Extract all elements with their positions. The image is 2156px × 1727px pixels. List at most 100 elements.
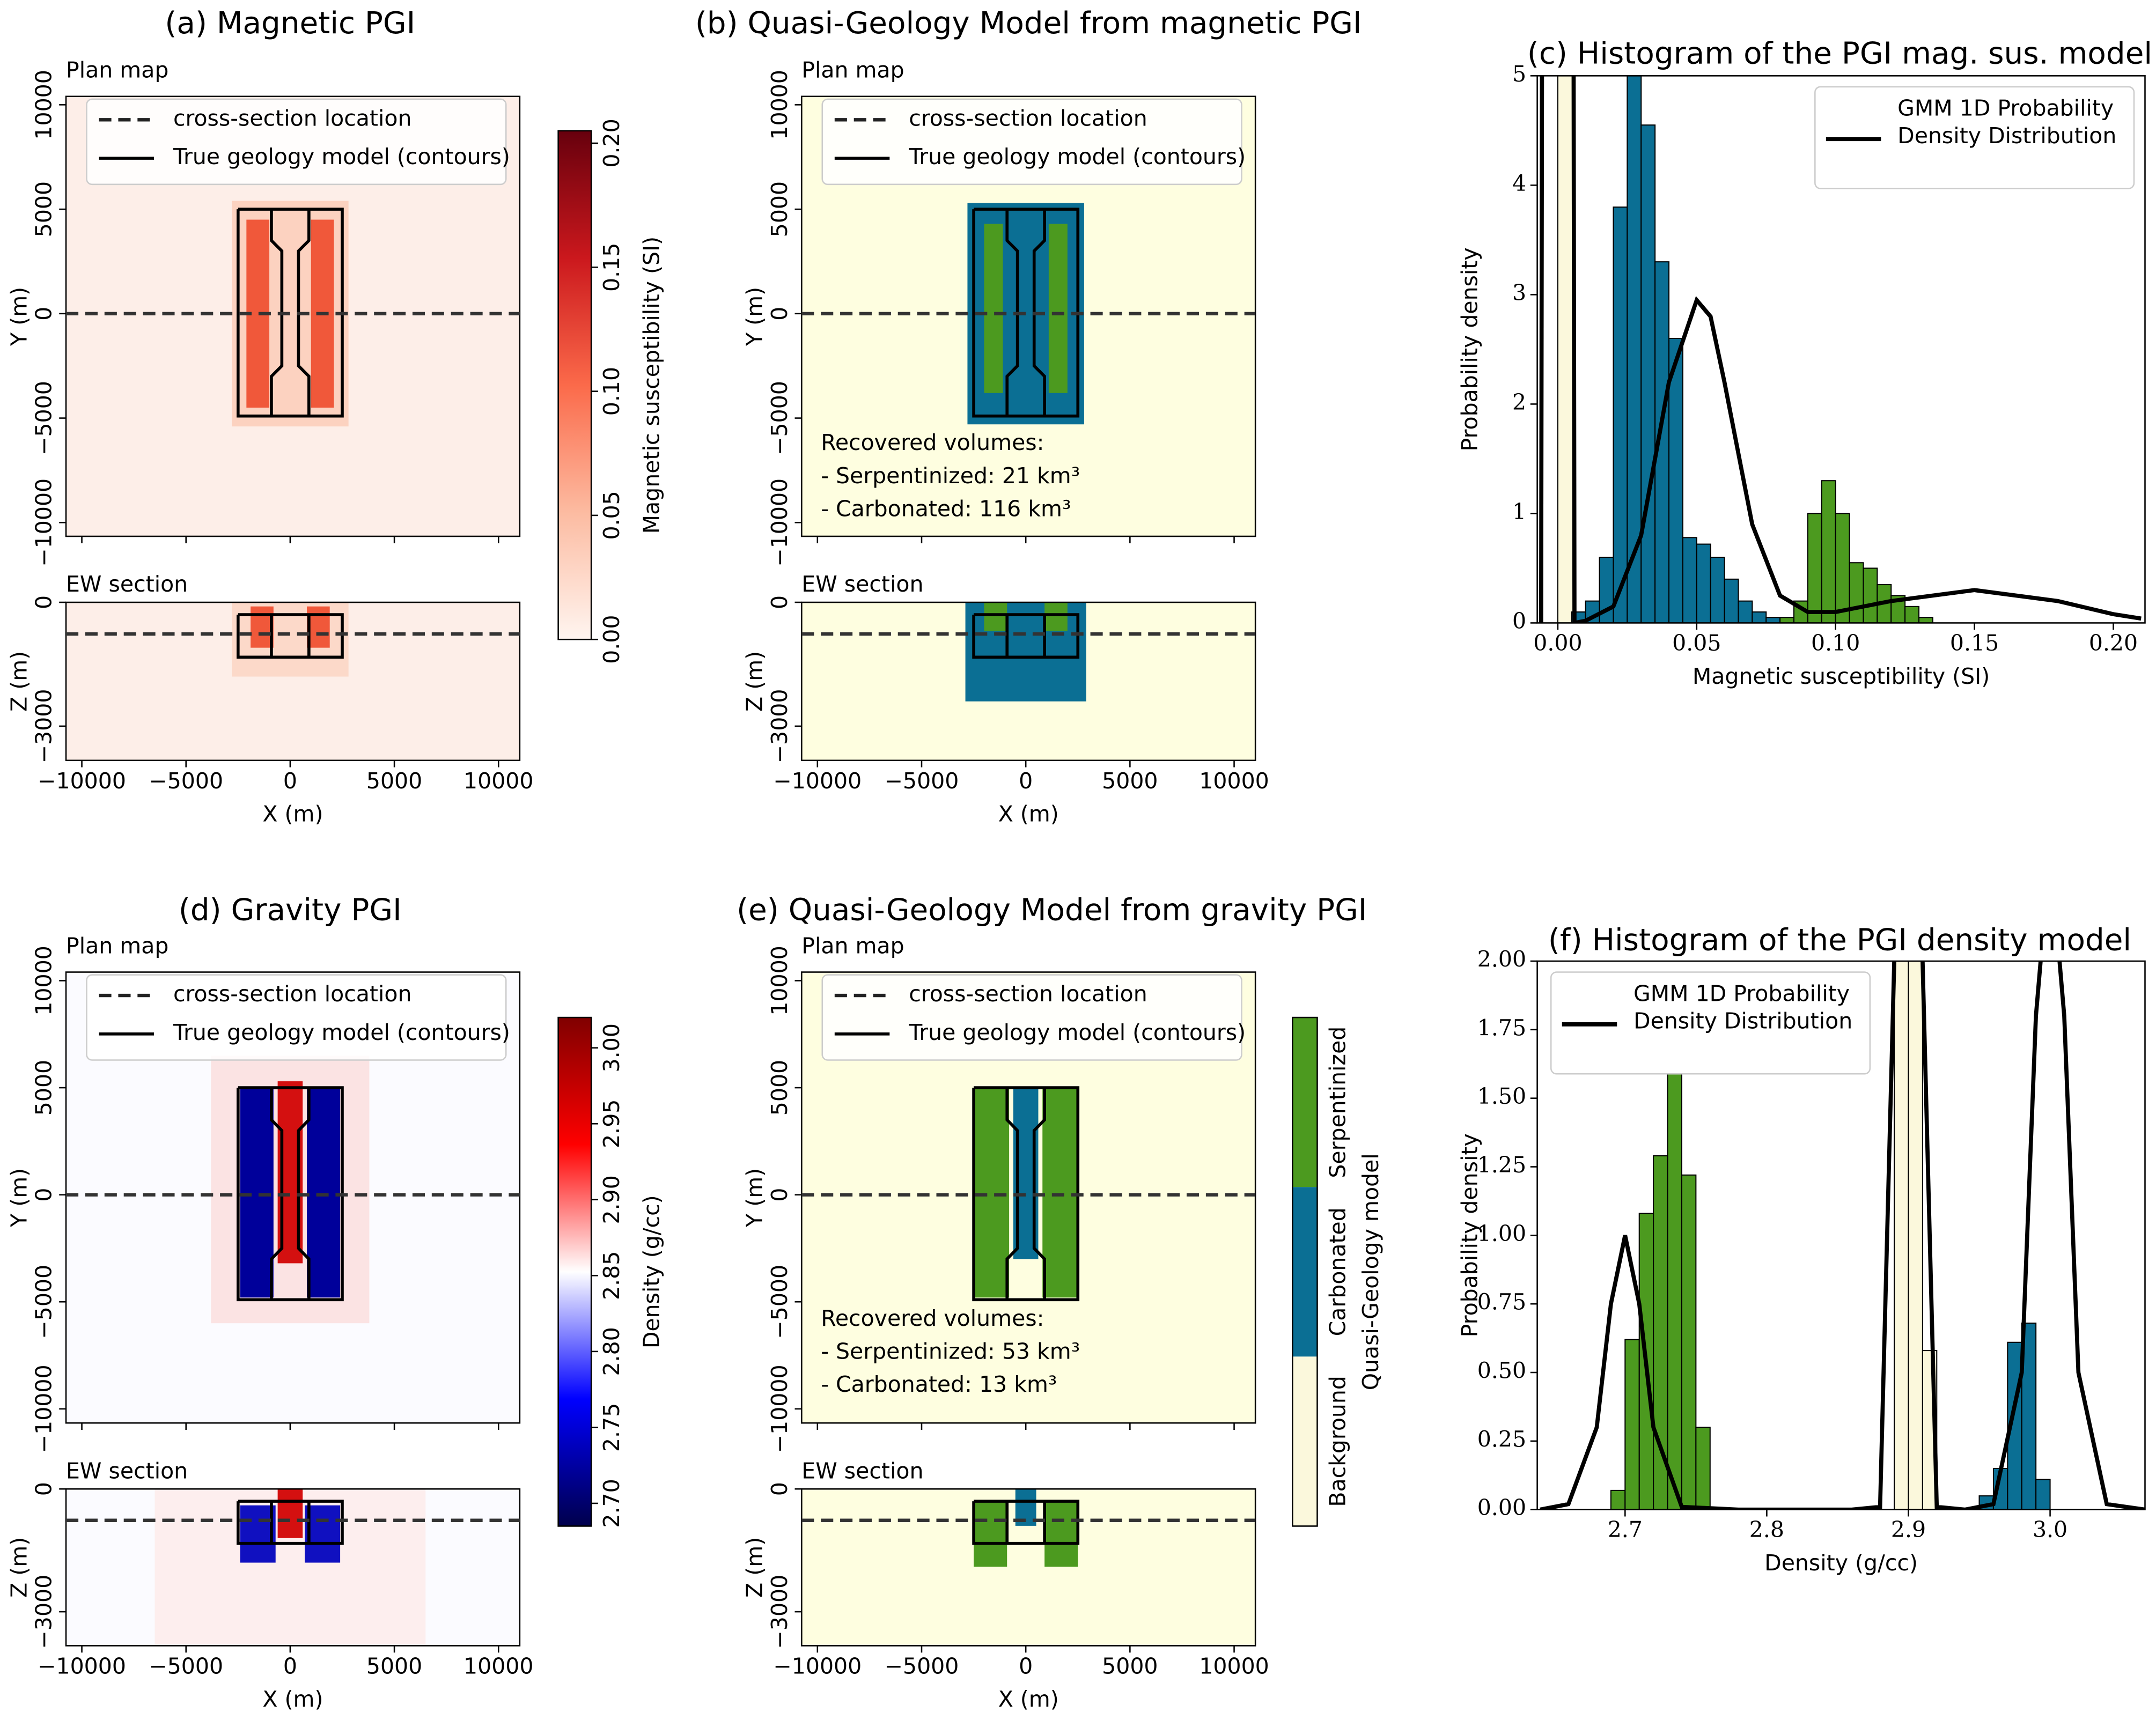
x-tick-label: 2.7 — [1608, 1517, 1643, 1543]
y-tick-label: 10000 — [31, 70, 57, 139]
y-tick-label: −3000 — [31, 1575, 57, 1649]
histogram-bar — [2035, 1479, 2051, 1510]
x-tick-label: 3.0 — [2033, 1517, 2067, 1543]
model-cell — [305, 1505, 341, 1563]
histogram-bar — [1863, 567, 1878, 623]
colorbar-tick-label: 0.20 — [599, 119, 624, 167]
x-tick-label: −5000 — [149, 1653, 223, 1679]
legend-label: True geology model (contours) — [173, 144, 510, 169]
colorbar-swatch — [1292, 1187, 1318, 1357]
y-tick-label: 0 — [31, 1482, 57, 1496]
y-tick-label: 10000 — [767, 70, 792, 139]
legend-box — [86, 98, 507, 186]
y-tick-label: 0 — [31, 1188, 57, 1202]
plan-label: Plan map — [801, 57, 904, 83]
x-tick-label: 5000 — [1102, 1653, 1158, 1679]
legend-label: GMM 1D Probability Density Distribution — [1897, 95, 2117, 149]
histogram-bar — [1682, 537, 1697, 623]
section-label: EW section — [801, 571, 923, 597]
histogram-bar — [1835, 513, 1850, 623]
y-tick-label: 5000 — [31, 181, 57, 237]
y-tick-label: 0 — [767, 595, 792, 609]
axes-frame — [801, 971, 1256, 1424]
section-label: EW section — [801, 1458, 923, 1484]
axes-frame — [65, 601, 521, 762]
geology-contour — [297, 1088, 311, 1300]
colorbar-tick-label: 0.05 — [599, 491, 624, 540]
x-tick-label: 0.10 — [1811, 630, 1860, 656]
axes-frame — [65, 971, 521, 1424]
annotation: Recovered volumes: — [821, 1305, 1044, 1331]
model-cell — [965, 602, 1086, 702]
y-tick-label: 1.50 — [1477, 1083, 1526, 1109]
y-tick-label: 5000 — [31, 1060, 57, 1116]
panel-title: (f) Histogram of the PGI density model — [1548, 923, 2131, 958]
geology-contour — [1005, 209, 1019, 416]
panel-title: (c) Histogram of the PGI mag. sus. model — [1527, 36, 2152, 71]
legend-box — [821, 974, 1242, 1061]
panel-title: (a) Magnetic PGI — [165, 6, 415, 41]
y-tick-label: −10000 — [31, 478, 57, 567]
y-axis-label: Z (m) — [6, 651, 32, 712]
annotation: - Serpentinized: 53 km³ — [821, 1338, 1080, 1364]
y-tick-label: 0.25 — [1477, 1426, 1526, 1452]
model-cell — [984, 224, 1003, 393]
colorbar-title: Quasi-Geology model — [1358, 1153, 1384, 1390]
plot-area — [1540, 961, 2145, 1510]
model-cell — [1044, 1501, 1078, 1567]
histogram-bar — [1610, 1489, 1626, 1510]
colorbar-swatch — [1292, 1017, 1318, 1187]
histogram-bar — [1908, 961, 1923, 1510]
y-tick-label: 5000 — [767, 181, 792, 237]
map-image — [154, 1489, 426, 1646]
legend-box — [1814, 86, 2135, 189]
histogram-bar — [1627, 76, 1642, 623]
axes-frame — [65, 95, 521, 537]
map-image — [965, 602, 1086, 702]
y-axis-label: Probability density — [1457, 247, 1483, 451]
x-tick-label: 0.05 — [1672, 630, 1721, 656]
legend-label: cross-section location — [909, 105, 1147, 131]
colorbar-label: Background — [1324, 1376, 1350, 1507]
histogram-bar — [1849, 562, 1864, 623]
x-tick-label: −10000 — [773, 1653, 862, 1679]
plan-label: Plan map — [66, 933, 168, 958]
y-axis-label: Y (m) — [742, 287, 768, 346]
y-tick-label: 0.50 — [1477, 1358, 1526, 1384]
y-tick-label: −10000 — [767, 478, 792, 567]
y-tick-label: 0 — [767, 1188, 792, 1202]
model-cell — [277, 1489, 303, 1538]
y-axis-label: Y (m) — [6, 287, 32, 346]
axes-frame — [801, 601, 1256, 762]
y-tick-label: 2 — [1512, 389, 1526, 415]
x-tick-label: 5000 — [366, 768, 422, 794]
model-cell — [984, 602, 1007, 631]
y-tick-label: 0 — [1512, 608, 1526, 634]
axes-frame — [801, 95, 1256, 537]
legend-label: True geology model (contours) — [908, 1020, 1246, 1045]
y-tick-label: −3000 — [767, 1575, 792, 1649]
legend-box — [821, 98, 1242, 186]
x-axis-label: X (m) — [998, 1686, 1059, 1712]
colorbar-tick-label: 2.90 — [599, 1175, 624, 1224]
section-label: EW section — [66, 571, 188, 597]
y-tick-label: 5000 — [767, 1060, 792, 1116]
y-axis-label: Z (m) — [742, 651, 768, 712]
y-tick-label: 3 — [1512, 280, 1526, 306]
y-tick-label: 1.75 — [1477, 1015, 1526, 1040]
colorbar-swatch — [1292, 1356, 1318, 1526]
histogram-bar — [1668, 337, 1683, 623]
histogram-bar — [1807, 513, 1822, 623]
map-image — [974, 1489, 1078, 1567]
y-tick-label: 10000 — [31, 946, 57, 1015]
x-tick-label: 0 — [283, 1653, 297, 1679]
colorbar-tick-label: 2.85 — [599, 1251, 624, 1300]
model-cell — [1048, 224, 1068, 393]
plan-label: Plan map — [66, 57, 168, 83]
x-tick-label: 2.8 — [1749, 1517, 1784, 1543]
x-tick-label: 0.15 — [1950, 630, 1999, 656]
geology-contour — [972, 208, 1080, 418]
legend-label: True geology model (contours) — [173, 1020, 510, 1045]
x-axis-label: Density (g/cc) — [1764, 1550, 1918, 1576]
colorbar-tick-label: 2.80 — [599, 1327, 624, 1376]
